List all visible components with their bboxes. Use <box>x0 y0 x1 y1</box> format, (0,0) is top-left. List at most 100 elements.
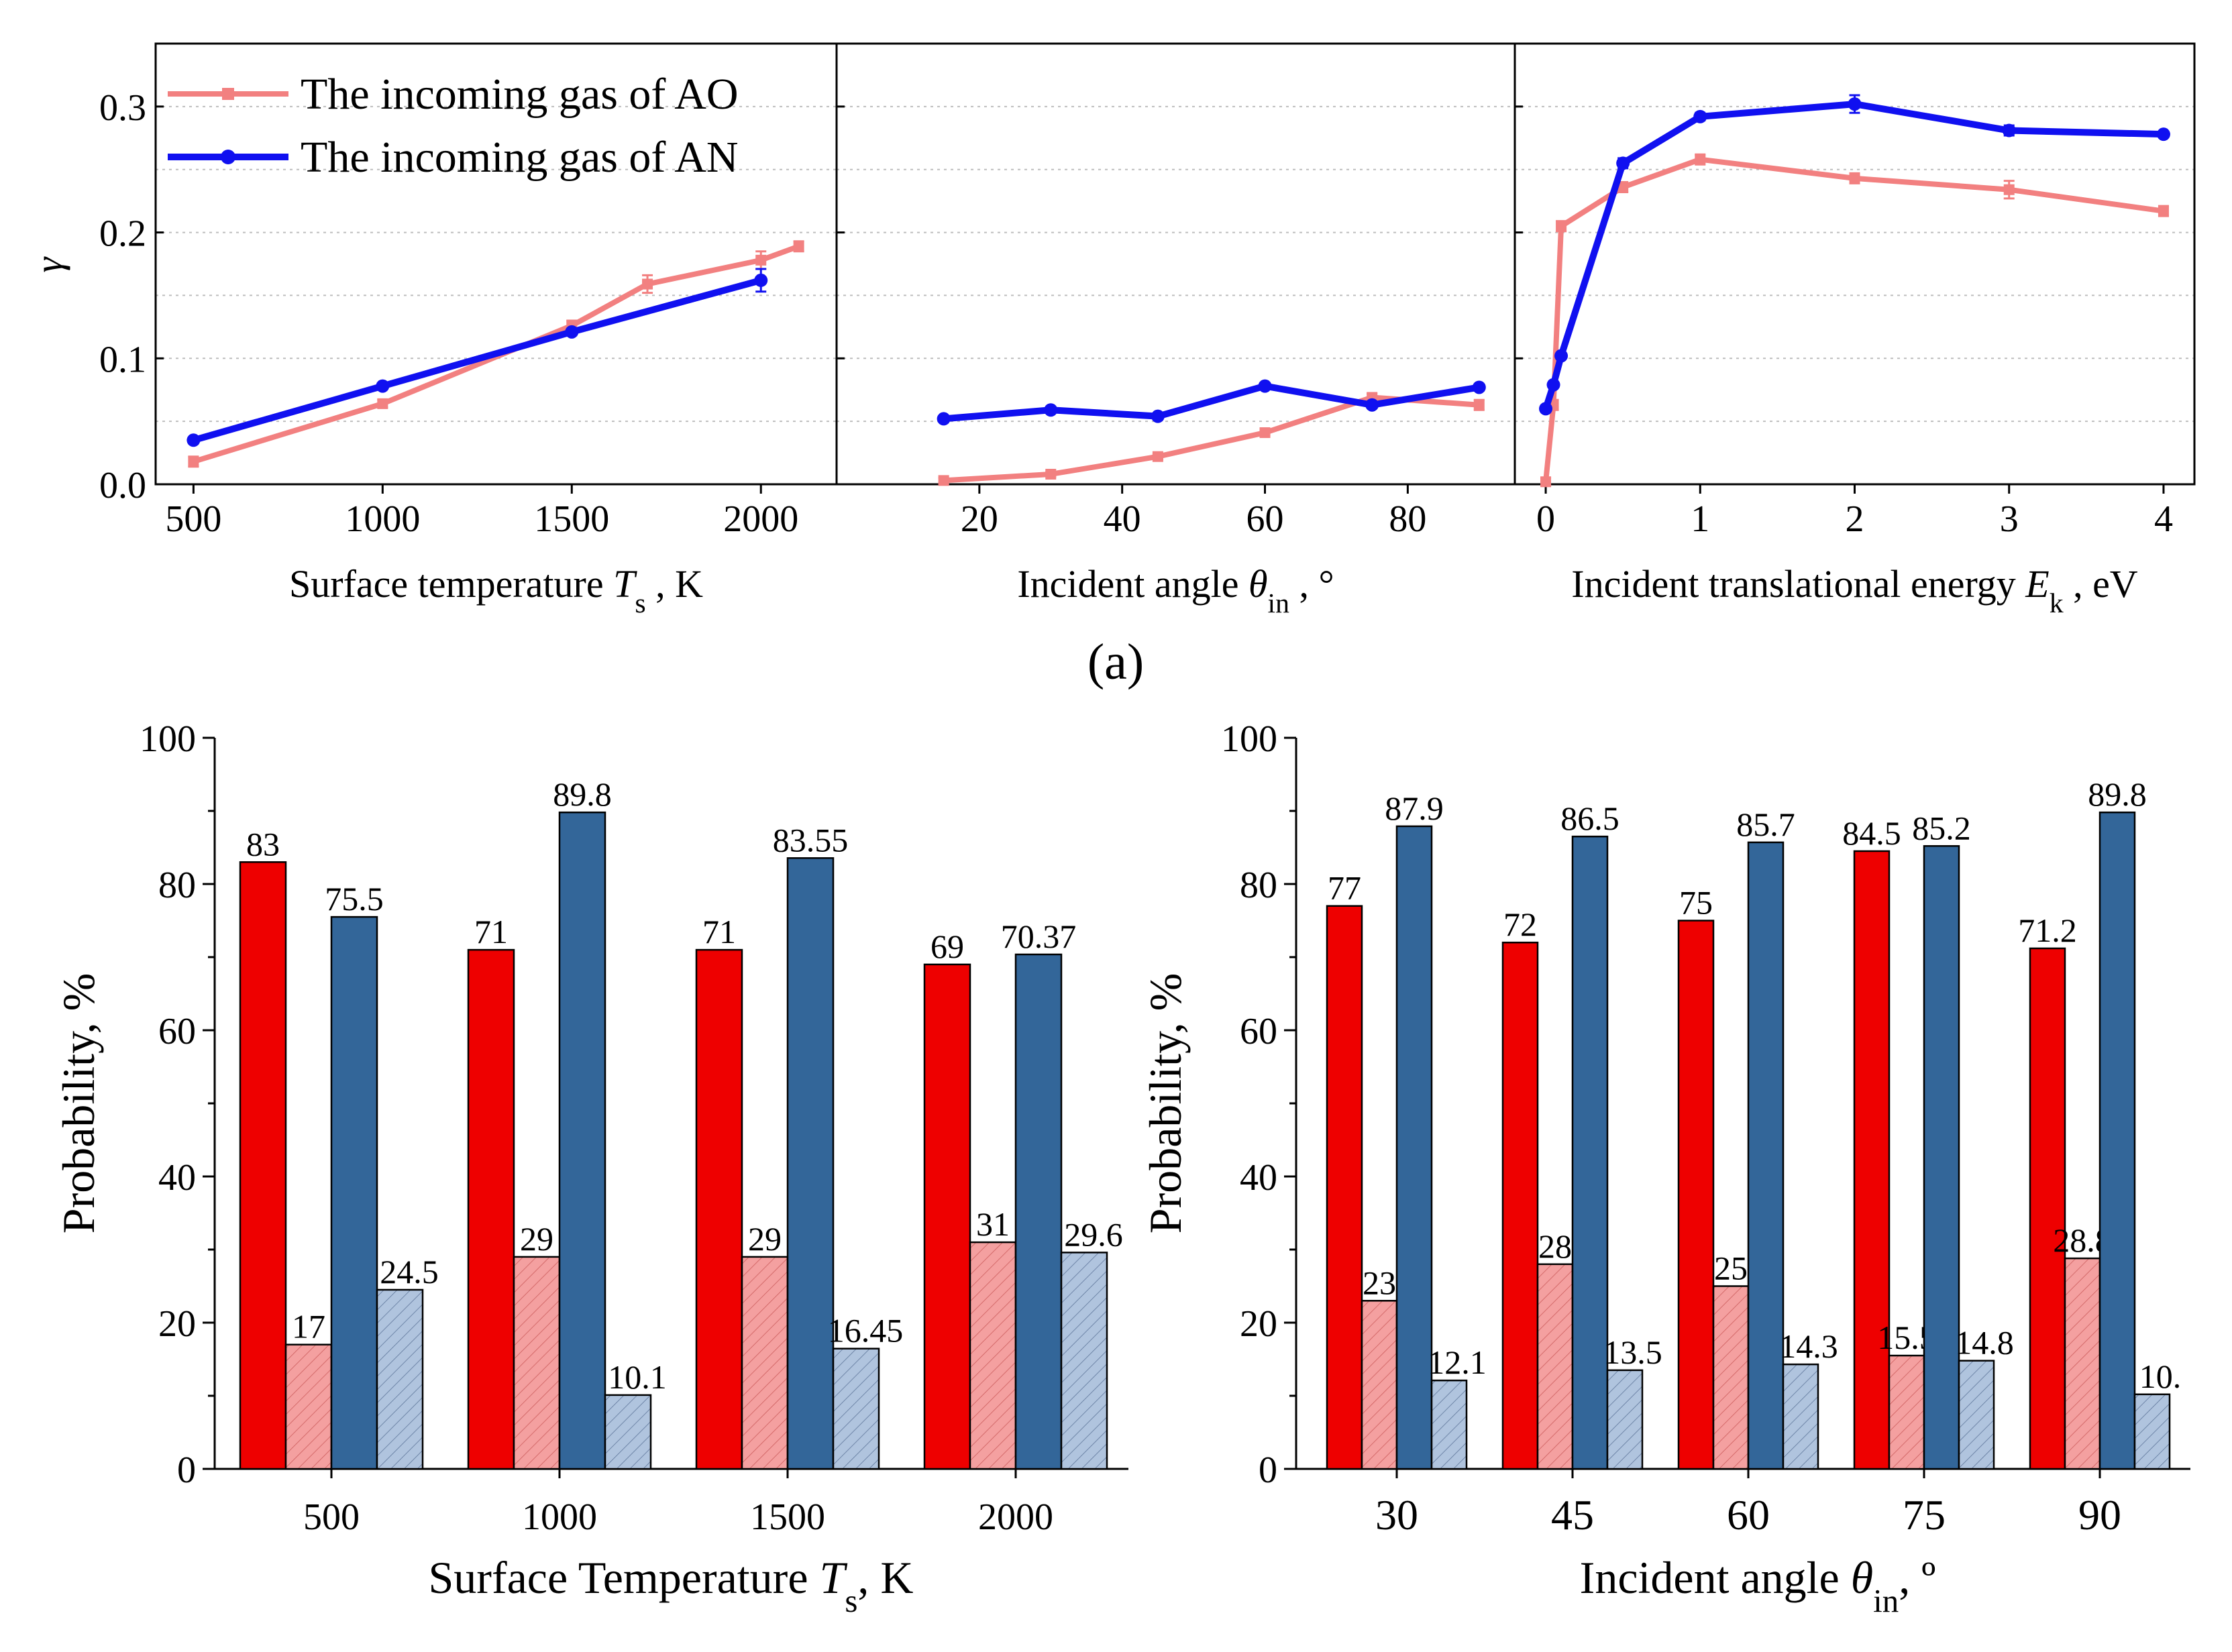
series-line-an <box>193 277 762 444</box>
bar-ao-solid <box>1326 905 1363 1470</box>
legend-marker-ao <box>222 88 234 100</box>
legend-label-an: The incoming gas of AN <box>301 133 739 182</box>
y-tick-label: 20 <box>1240 1303 1277 1345</box>
data-point-ao <box>1152 451 1163 462</box>
data-point-an <box>376 379 390 393</box>
y-tick-label: 60 <box>158 1011 196 1052</box>
data-point-ao <box>2003 184 2015 195</box>
x-tick-label: 1500 <box>534 498 609 540</box>
bar-label: 16.45 <box>828 1312 904 1350</box>
bar-label: 14.3 <box>1779 1327 1838 1365</box>
x-axis-label: Surface temperature Ts , K <box>289 562 703 619</box>
bar-label: 25 <box>1714 1250 1748 1287</box>
bar-label: 75 <box>1679 884 1713 922</box>
bar-label: 84.5 <box>1842 814 1901 852</box>
x-tick-label: 4 <box>2154 498 2173 540</box>
bar-label: 75.5 <box>325 880 384 918</box>
data-point-an <box>937 412 951 426</box>
bar-label: 83 <box>246 825 280 863</box>
y-tick-label: 0 <box>1259 1449 1277 1491</box>
data-point-an <box>1616 156 1630 170</box>
x-tick-label: 1 <box>1691 498 1709 540</box>
data-point-ao <box>2158 205 2169 217</box>
bar-label: 24.5 <box>380 1253 439 1290</box>
data-point-an <box>1848 97 1862 111</box>
bar-label: 29 <box>520 1220 553 1258</box>
bar-ao-solid <box>1853 850 1891 1470</box>
bar-label: 10. <box>2139 1358 2182 1395</box>
x-tick-label: 3 <box>2000 498 2019 540</box>
bar-label: 14.8 <box>1955 1324 2014 1362</box>
line-plot-1: 500 1000 1500 2000 Surface temperature Ts , … <box>154 42 838 619</box>
data-point-an <box>1539 402 1553 416</box>
y-tick-label: 40 <box>1240 1157 1277 1199</box>
data-point-an <box>1044 403 1058 417</box>
bar-ao-solid <box>923 963 971 1470</box>
bar-label: 83.55 <box>773 821 849 859</box>
data-point-an <box>1365 398 1379 412</box>
x-tick-label: 30 <box>1375 1491 1418 1539</box>
data-point-ao <box>377 398 388 409</box>
bar-label: 87.9 <box>1385 789 1444 827</box>
y-tick-label: 20 <box>158 1303 196 1345</box>
data-point-ao <box>642 278 653 290</box>
bar-an-hatched <box>604 1394 652 1470</box>
x-tick-label: 80 <box>1389 498 1426 540</box>
bar-ao-hatched <box>741 1256 789 1470</box>
data-point-an <box>1151 409 1165 423</box>
data-point-an <box>1554 349 1569 363</box>
x-tick-label: 45 <box>1551 1491 1594 1539</box>
data-point-ao <box>1540 476 1552 488</box>
bar-label: 13.5 <box>1603 1333 1662 1371</box>
bar-label: 69 <box>931 928 964 965</box>
data-point-ao <box>188 456 199 467</box>
line-plot-2: 20 40 60 80 Incident angle θin , ° <box>835 42 1516 619</box>
bar-label: 89.8 <box>553 775 612 813</box>
bar-an-solid <box>2098 811 2136 1470</box>
series-line-ao <box>1543 156 2164 482</box>
bar-an-solid <box>1014 953 1063 1470</box>
legend-label-ao: The incoming gas of AO <box>301 70 739 119</box>
x-tick-label: 500 <box>303 1496 360 1538</box>
bar-label: 70.37 <box>1001 918 1077 955</box>
bar-label: 12.1 <box>1428 1343 1487 1381</box>
bar-label: 85.7 <box>1736 806 1795 843</box>
bar-label: 29 <box>748 1220 782 1258</box>
bar-an-hatched <box>1606 1369 1644 1470</box>
legend-marker-an <box>221 150 235 164</box>
panel-a-caption: (a) <box>1087 634 1144 690</box>
x-tick-label: 0 <box>1536 498 1555 540</box>
bar-ao-solid <box>1677 920 1715 1470</box>
bar-ao-hatched <box>513 1256 561 1470</box>
bar-an-hatched <box>1782 1363 1819 1470</box>
x-tick-label: 1500 <box>750 1496 825 1538</box>
bar-an-solid <box>1571 835 1609 1470</box>
data-point-ao <box>1556 221 1567 232</box>
bar-an-hatched <box>1060 1252 1108 1470</box>
x-tick-label: 20 <box>961 498 998 540</box>
bar-label: 17 <box>292 1308 325 1345</box>
bar-ao-hatched <box>969 1241 1017 1470</box>
bar-an-solid <box>1923 845 1960 1470</box>
panel-b-left: 0 20 40 60 80 100 Probability, % 500 83 17 75.5 24.… <box>53 718 1128 1619</box>
data-point-an <box>754 273 768 287</box>
x-tick-label: 90 <box>2078 1491 2121 1539</box>
series-line-an <box>943 382 1480 423</box>
y-tick-label: 80 <box>158 865 196 906</box>
data-point-an <box>1472 380 1486 394</box>
bar-an-solid <box>1747 841 1785 1470</box>
data-point-an <box>187 433 201 447</box>
bar-an-hatched <box>1430 1379 1468 1470</box>
bar-label: 29.6 <box>1064 1215 1123 1253</box>
series-line-ao <box>193 243 800 465</box>
bar-an-solid <box>1395 825 1433 1470</box>
bar-label: 71 <box>702 913 736 950</box>
bar-ao-hatched <box>1536 1263 1574 1470</box>
y-axis-label: Probability, % <box>1140 973 1191 1233</box>
series-line-an <box>1542 101 2164 410</box>
x-tick-label: 60 <box>1727 1491 1770 1539</box>
bar-ao-solid <box>1501 941 1539 1470</box>
y-tick-label: 100 <box>1221 718 1277 760</box>
bar-ao-solid <box>2029 947 2066 1470</box>
